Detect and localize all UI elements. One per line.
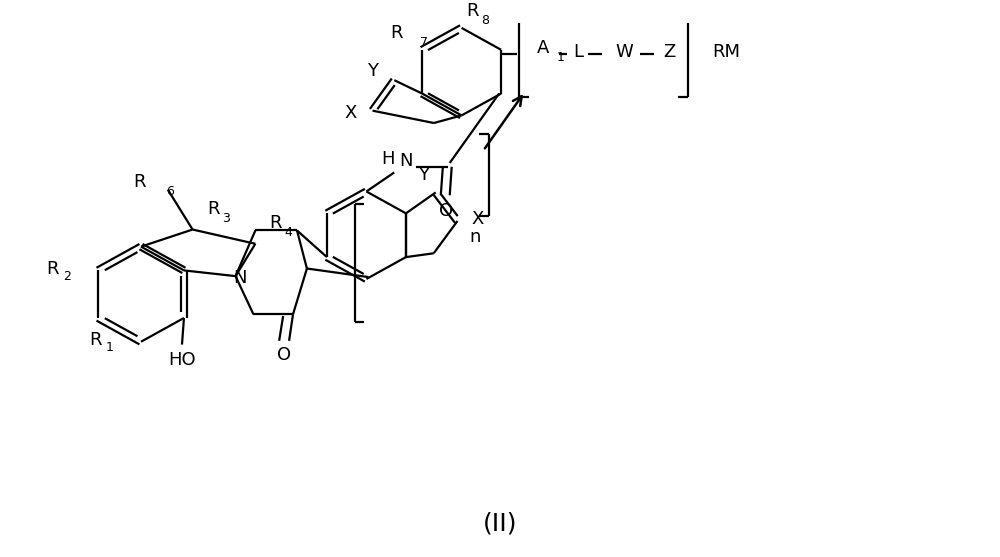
- Text: Y: Y: [418, 167, 429, 184]
- Text: R: R: [467, 2, 479, 20]
- Text: R: R: [133, 173, 146, 191]
- Text: 1: 1: [106, 341, 114, 354]
- Text: X: X: [345, 104, 357, 121]
- Text: HO: HO: [168, 351, 196, 369]
- Text: 4: 4: [284, 226, 292, 239]
- Text: O: O: [439, 202, 453, 219]
- Text: 8: 8: [481, 14, 489, 27]
- Text: R: R: [207, 199, 220, 218]
- Text: Y: Y: [367, 62, 378, 80]
- Text: 1: 1: [557, 51, 565, 64]
- Text: R: R: [390, 24, 402, 42]
- Text: N: N: [399, 152, 413, 170]
- Text: 6: 6: [166, 185, 174, 198]
- Text: 2: 2: [63, 270, 71, 282]
- Text: W: W: [615, 43, 633, 61]
- Text: X: X: [471, 210, 484, 228]
- Text: Z: Z: [664, 43, 676, 61]
- Text: RM: RM: [712, 43, 740, 61]
- Text: N: N: [234, 269, 247, 287]
- Text: 3: 3: [222, 212, 230, 224]
- Text: R: R: [89, 331, 102, 349]
- Text: H: H: [381, 150, 395, 168]
- Text: R: R: [47, 260, 59, 277]
- Text: O: O: [277, 346, 291, 364]
- Text: A: A: [537, 39, 549, 57]
- Text: 7: 7: [420, 36, 428, 48]
- Text: (II): (II): [483, 512, 517, 536]
- Text: n: n: [470, 228, 481, 246]
- Text: R: R: [269, 214, 282, 232]
- Text: L: L: [573, 43, 583, 61]
